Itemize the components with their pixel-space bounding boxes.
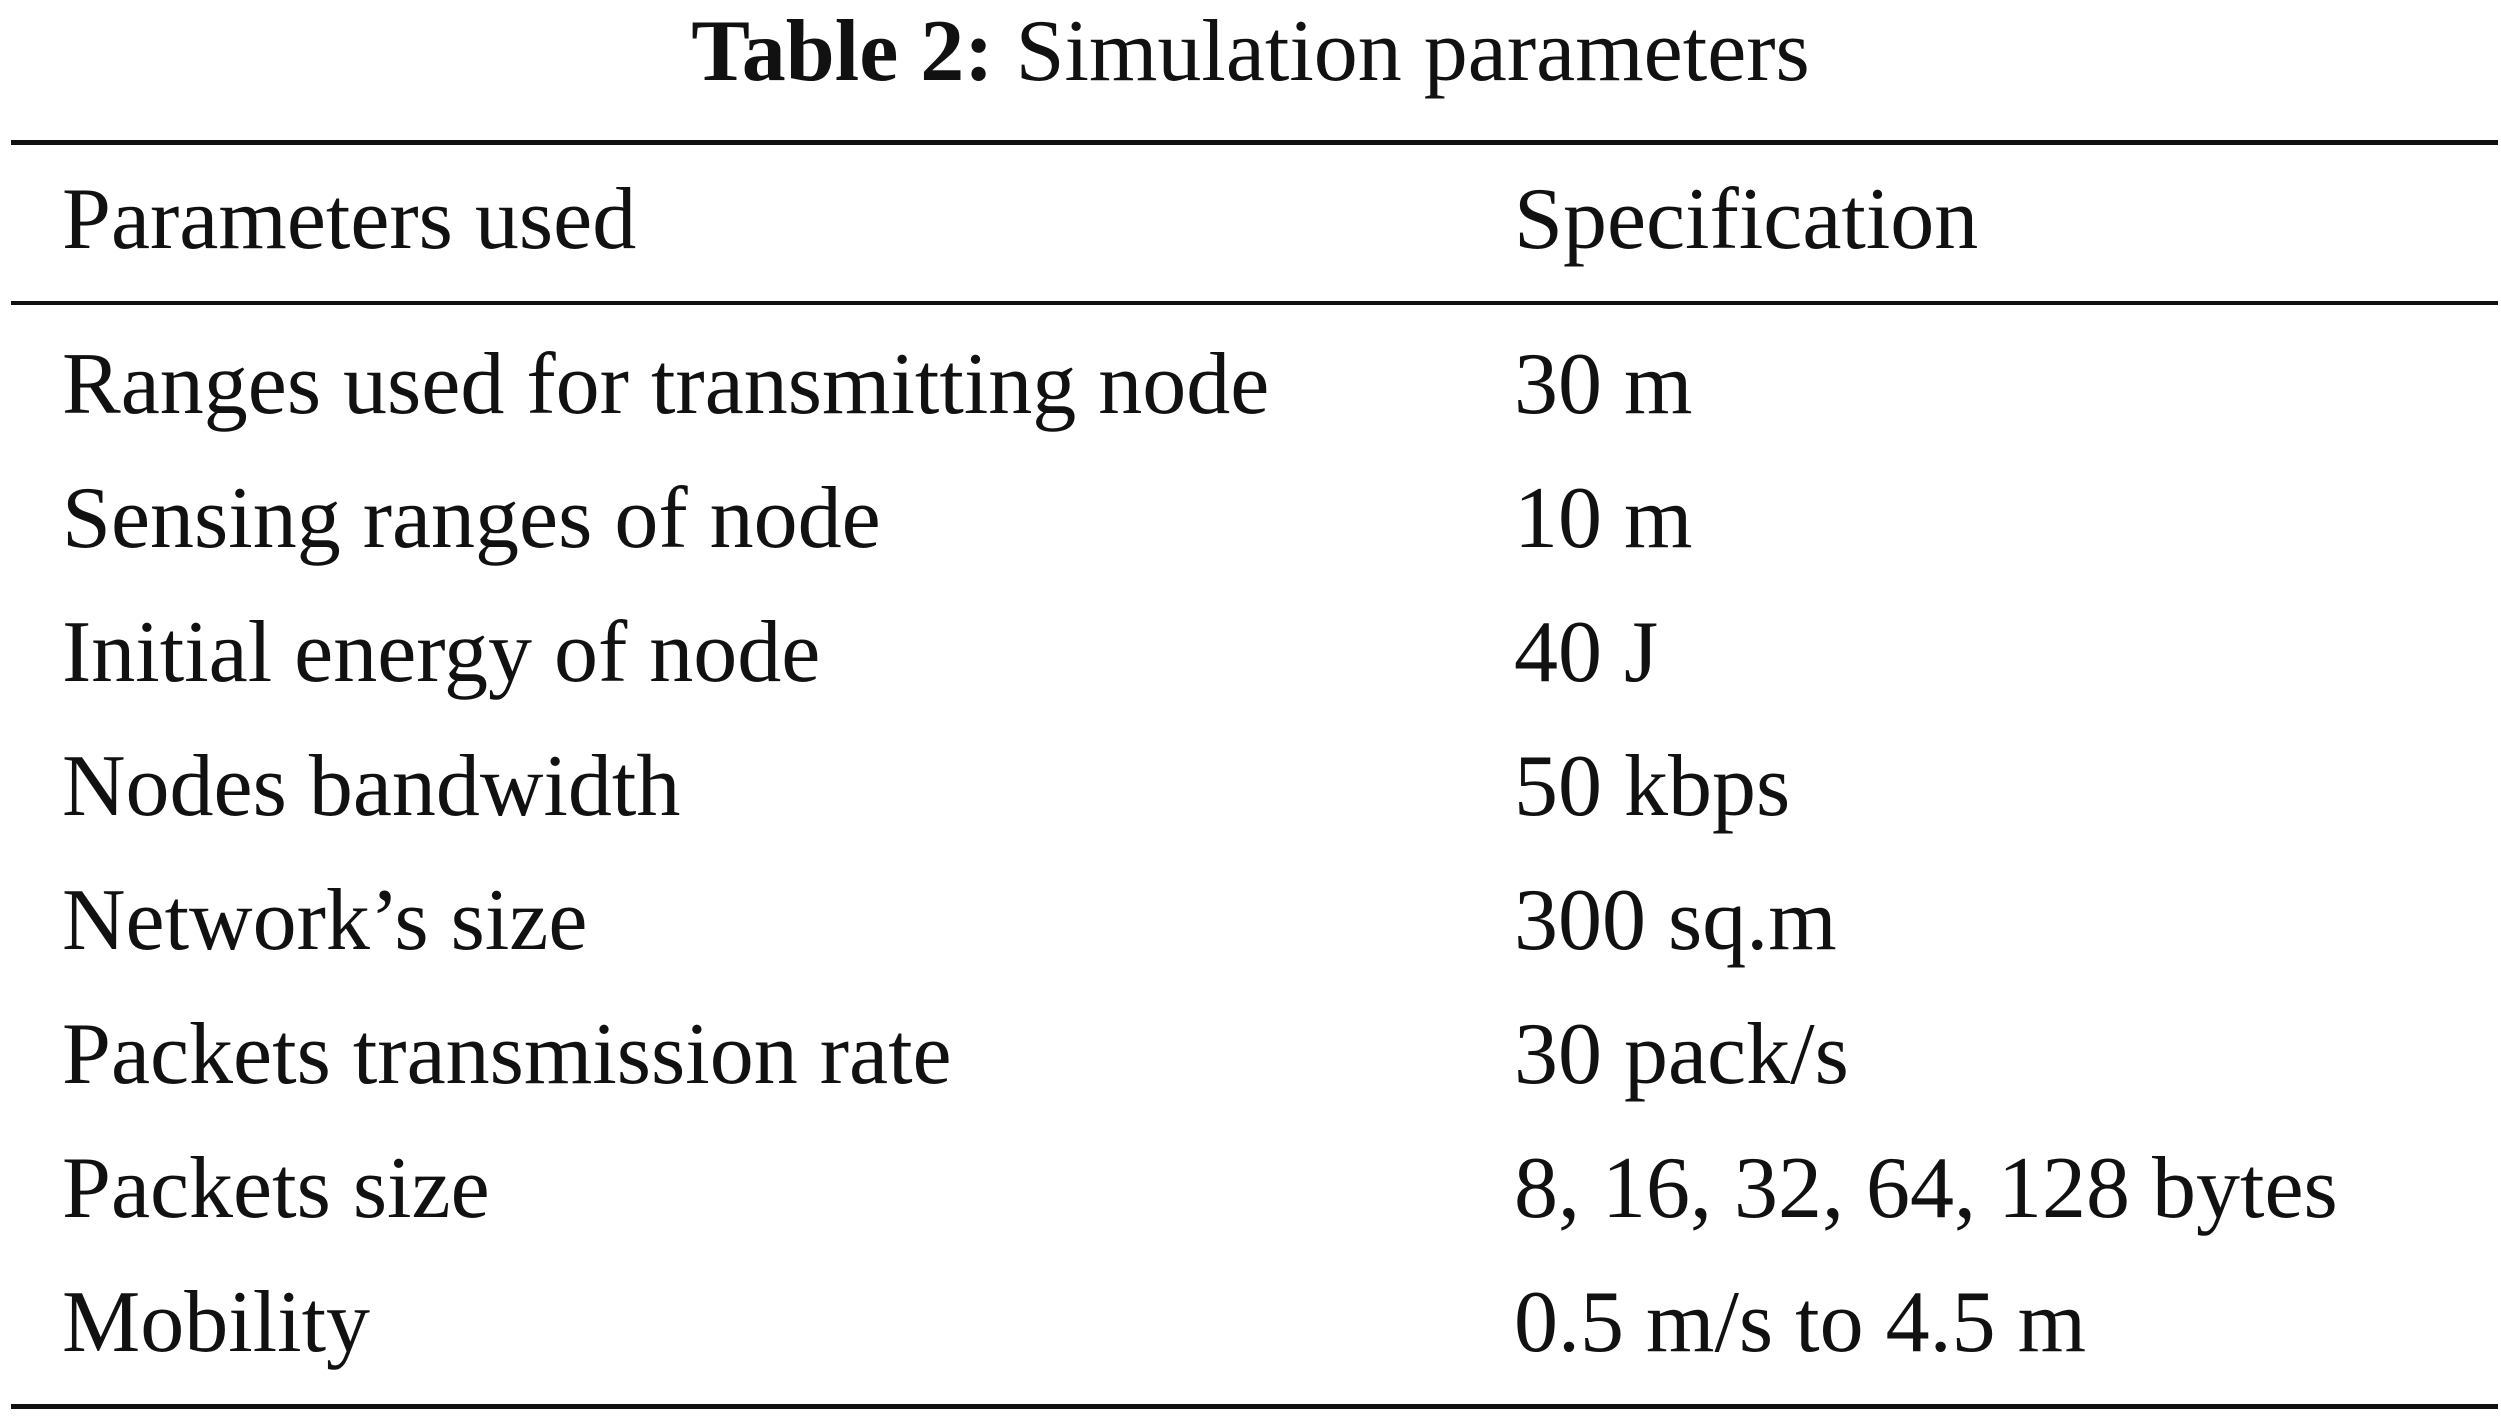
table-row-specification: 30 pack/s bbox=[1514, 1006, 1849, 1103]
table-row-specification: 8, 16, 32, 64, 128 bytes bbox=[1514, 1140, 2338, 1237]
table-row-parameter: Packets size bbox=[62, 1140, 490, 1237]
table-row-parameter: Nodes bandwidth bbox=[62, 738, 681, 835]
table-row-parameter: Ranges used for transmitting node bbox=[62, 336, 1270, 433]
table-row-parameter: Mobility bbox=[62, 1274, 371, 1371]
table-row-parameter: Sensing ranges of node bbox=[62, 470, 881, 567]
table-row-specification: 40 J bbox=[1514, 604, 1659, 701]
table-title: Simulation parameters bbox=[1015, 3, 1810, 100]
table-row-parameter: Network’s size bbox=[62, 872, 588, 969]
table-header-rule bbox=[11, 301, 2498, 305]
header-specification: Specification bbox=[1514, 171, 1979, 268]
table-row-specification: 50 kbps bbox=[1514, 738, 1791, 835]
table-row-parameter: Initial energy of node bbox=[62, 604, 821, 701]
table-row-specification: 300 sq.m bbox=[1514, 872, 1837, 969]
table-caption: Table 2: Simulation parameters bbox=[0, 2, 2501, 102]
table-row-specification: 30 m bbox=[1514, 336, 1693, 433]
table-bottom-rule bbox=[11, 1404, 2498, 1409]
table-top-rule bbox=[11, 140, 2498, 145]
table-row-parameter: Packets transmission rate bbox=[62, 1006, 952, 1103]
table-row-specification: 0.5 m/s to 4.5 m bbox=[1514, 1274, 2087, 1371]
table-row-specification: 10 m bbox=[1514, 470, 1693, 567]
header-parameters: Parameters used bbox=[62, 171, 637, 268]
table-number: Table 2: bbox=[691, 3, 994, 100]
